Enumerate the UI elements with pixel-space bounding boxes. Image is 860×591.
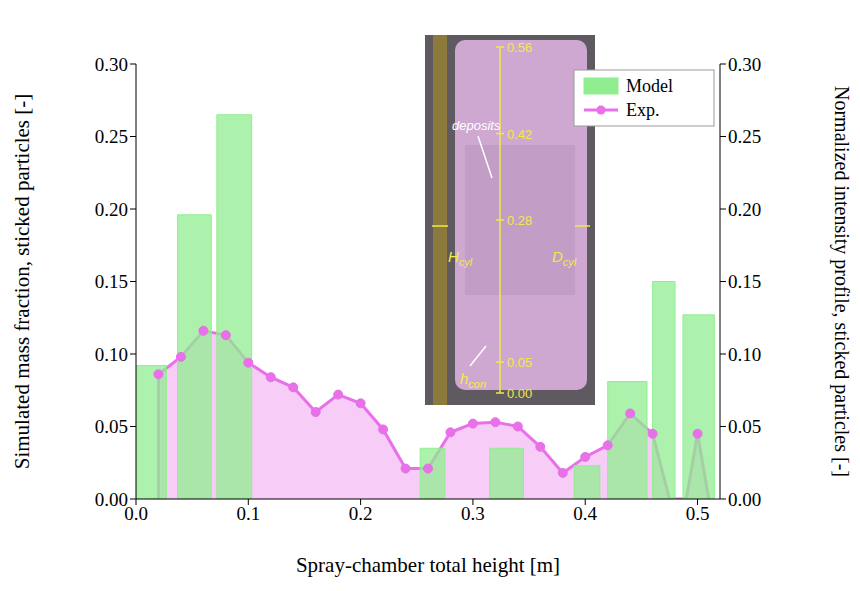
svg-text:Hcyl: Hcyl xyxy=(448,248,473,268)
svg-text:Exp.: Exp. xyxy=(626,100,660,120)
svg-text:0.15: 0.15 xyxy=(728,271,761,292)
svg-text:hcon: hcon xyxy=(460,370,486,390)
svg-text:0.30: 0.30 xyxy=(95,54,128,75)
svg-text:0.5: 0.5 xyxy=(686,503,710,524)
svg-text:0.05: 0.05 xyxy=(728,416,761,437)
svg-text:0.20: 0.20 xyxy=(728,199,761,220)
svg-text:0.15: 0.15 xyxy=(95,271,128,292)
svg-text:0.28: 0.28 xyxy=(507,213,532,228)
svg-text:0.56: 0.56 xyxy=(507,40,532,55)
svg-text:0.05: 0.05 xyxy=(95,416,128,437)
svg-text:0.1: 0.1 xyxy=(236,503,260,524)
svg-text:0.00: 0.00 xyxy=(728,489,761,510)
svg-text:Model: Model xyxy=(626,76,673,96)
svg-text:0.3: 0.3 xyxy=(461,503,485,524)
svg-text:0.20: 0.20 xyxy=(95,199,128,220)
svg-text:0.30: 0.30 xyxy=(728,54,761,75)
svg-text:0.00: 0.00 xyxy=(95,489,128,510)
svg-text:0.10: 0.10 xyxy=(728,344,761,365)
svg-text:deposits: deposits xyxy=(452,118,501,133)
svg-text:0.2: 0.2 xyxy=(349,503,373,524)
svg-text:0.25: 0.25 xyxy=(728,126,761,147)
svg-text:0.0: 0.0 xyxy=(124,503,148,525)
svg-text:0.42: 0.42 xyxy=(507,127,532,142)
svg-text:0.4: 0.4 xyxy=(573,503,597,524)
svg-text:Spray-chamber total height [m]: Spray-chamber total height [m] xyxy=(296,553,560,577)
svg-text:Simulated mass fraction, stick: Simulated mass fraction, sticked particl… xyxy=(10,94,34,470)
svg-text:0.10: 0.10 xyxy=(95,344,128,365)
svg-text:Dcyl: Dcyl xyxy=(552,248,577,268)
svg-text:0.00: 0.00 xyxy=(507,386,532,401)
svg-text:0.25: 0.25 xyxy=(95,126,128,147)
svg-text:Normalized intensity profile,: Normalized intensity profile, sticked pa… xyxy=(830,86,853,477)
svg-text:0.05: 0.05 xyxy=(507,355,532,370)
